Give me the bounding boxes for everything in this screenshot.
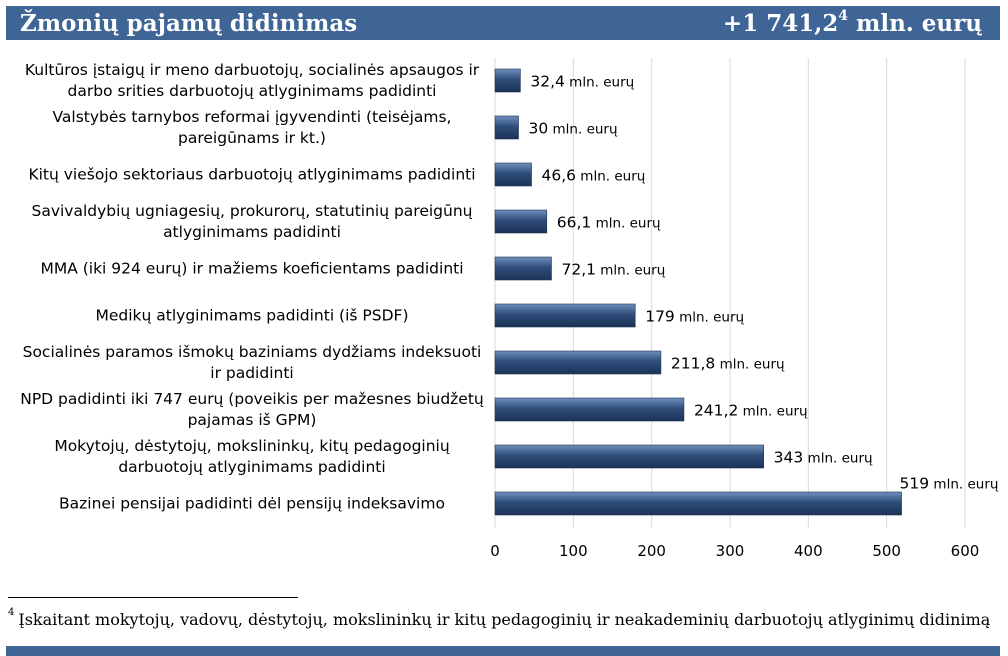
x-tick-label: 300 [716, 542, 745, 560]
value-label: 179 mln. eurų [645, 308, 744, 326]
value-label: 343 mln. eurų [774, 449, 873, 467]
value-label: 30 mln. eurų [529, 120, 618, 138]
total-amount: +1 741,24 mln. eurų [722, 7, 982, 37]
bar [494, 397, 685, 422]
x-tick-label: 600 [951, 542, 980, 560]
category-label: Savivaldybių ugniagesių, prokurorų, stat… [31, 202, 472, 241]
value-label: 72,1 mln. eurų [561, 261, 665, 279]
bar [494, 256, 552, 281]
x-tick-label: 200 [637, 542, 666, 560]
footnote-marker: 4 [8, 606, 15, 618]
category-label: Valstybės tarnybos reformai įgyvendinti … [53, 108, 452, 147]
footnote-divider [8, 597, 298, 598]
bar [494, 350, 662, 375]
bars [494, 68, 902, 516]
x-axis-ticks: 0 100 200 300 400 500 600 [490, 542, 979, 560]
x-tick-label: 100 [559, 542, 588, 560]
x-tick-label: 0 [490, 542, 500, 560]
chart-header: Žmonių pajamų didinimas +1 741,24 mln. e… [6, 6, 1000, 40]
bottom-bar [6, 646, 1000, 656]
category-label: Kitų viešojo sektoriaus darbuotojų atlyg… [28, 166, 475, 184]
category-label: MMA (iki 924 eurų) ir mažiems koeficient… [40, 260, 463, 278]
chart-title: Žmonių pajamų didinimas [20, 9, 358, 37]
bar [494, 68, 521, 93]
bar [494, 444, 764, 469]
category-label: Bazinei pensijai padidinti dėl pensijų i… [59, 495, 445, 513]
category-label: Mokytojų, dėstytojų, mokslininkų, kitų p… [54, 437, 450, 476]
value-label: 519 mln. eurų [900, 475, 999, 493]
value-label: 211,8 mln. eurų [671, 355, 785, 373]
value-label: 241,2 mln. eurų [694, 402, 808, 420]
bar [494, 303, 636, 328]
category-label: Kultūros įstaigų ir meno darbuotojų, soc… [25, 61, 480, 100]
value-label: 32,4 mln. eurų [530, 73, 634, 91]
bar-chart: Kultūros įstaigų ir meno darbuotojų, soc… [20, 58, 999, 560]
bar [494, 115, 519, 140]
x-tick-label: 500 [872, 542, 901, 560]
category-labels: Kultūros įstaigų ir meno darbuotojų, soc… [20, 61, 484, 513]
category-label: Medikų atlyginimams padidinti (iš PSDF) [95, 307, 408, 325]
footnote-text: Įskaitant mokytojų, vadovų, dėstytojų, m… [18, 610, 991, 629]
total-value: +1 741,2 [722, 9, 839, 37]
category-label: Socialinės paramos išmokų baziniams dydž… [23, 343, 482, 382]
bar [494, 209, 548, 234]
footnote: 4 Įskaitant mokytojų, vadovų, dėstytojų, … [8, 606, 998, 629]
value-label: 66,1 mln. eurų [557, 214, 661, 232]
category-label: NPD padidinti iki 747 eurų (poveikis per… [20, 390, 484, 429]
value-label: 46,6 mln. eurų [542, 167, 646, 185]
x-tick-label: 400 [794, 542, 823, 560]
total-unit: mln. eurų [847, 9, 982, 37]
bar [494, 491, 902, 516]
total-footnote-marker: 4 [838, 7, 848, 24]
value-labels: 32,4 mln. eurų 30 mln. eurų 46,6 mln. eurų… [529, 73, 999, 493]
bar [494, 162, 532, 187]
